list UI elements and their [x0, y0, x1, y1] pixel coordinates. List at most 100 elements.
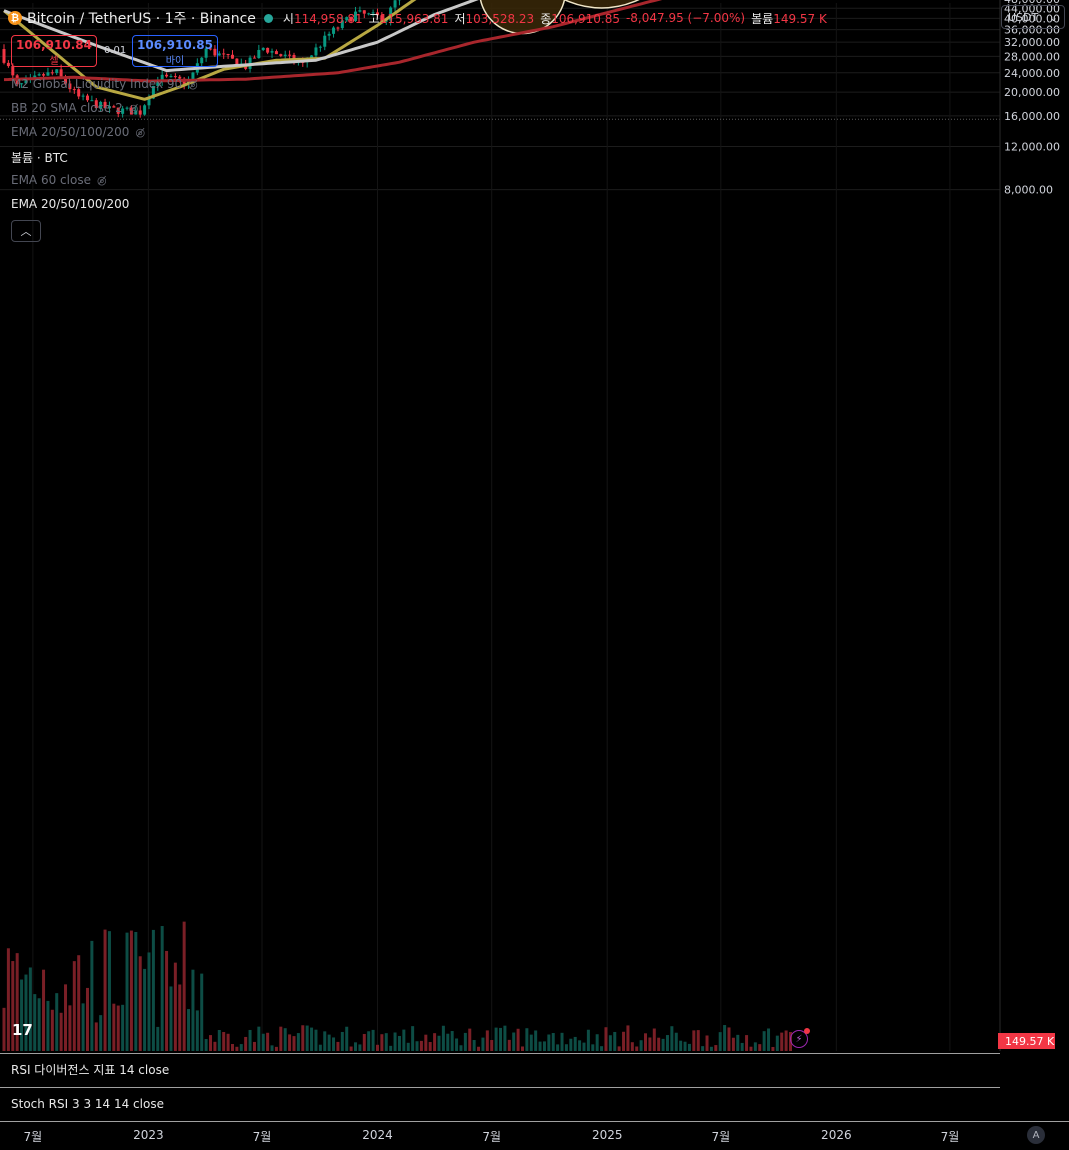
candle [173, 73, 177, 79]
indicator-legend-item[interactable]: 볼륨 · BTC [11, 149, 68, 166]
volume-bar [270, 1045, 274, 1051]
currency-select[interactable]: USDT ⌄ [1001, 5, 1065, 29]
volume-bar [499, 1027, 503, 1051]
candle [257, 44, 261, 59]
volume-bar [661, 1038, 665, 1051]
symbol-header: ₿ Bitcoin / TetherUS · 1주 · Binance 시114… [8, 6, 833, 30]
time-tick-label: 2025 [591, 1128, 623, 1142]
ema-line [3, 0, 663, 83]
volume-bar [187, 1009, 191, 1051]
volume-bar [371, 1029, 375, 1051]
volume-bar [121, 1004, 125, 1051]
volume-bar [248, 1029, 252, 1051]
volume-bar [68, 1005, 72, 1051]
annotation-circle[interactable] [515, 0, 689, 9]
eye-hidden-icon[interactable]: ◎̸ [188, 77, 198, 91]
volume-bar [644, 1033, 648, 1051]
volume-bar [94, 1022, 98, 1051]
volume-bar [178, 984, 182, 1051]
volume-bar [314, 1029, 318, 1051]
volume-bar [42, 969, 46, 1051]
candle [169, 74, 173, 78]
volume-bar [687, 1043, 691, 1051]
eye-hidden-icon[interactable]: ◎̸ [135, 125, 146, 139]
volume-bar [472, 1039, 476, 1051]
indicator-legend-item[interactable]: EMA 60 close ◎̸ [11, 173, 107, 187]
lightning-icon[interactable]: ⚡ [790, 1028, 810, 1048]
volume-bar [59, 1012, 63, 1051]
volume-bar [200, 973, 204, 1051]
volume-bar [406, 1042, 410, 1051]
time-tick-label: 7월 [940, 1130, 960, 1144]
time-tick-label: 2024 [362, 1128, 393, 1142]
indicator-legend-item[interactable]: M2 Global Liquidity Index 90 ◎̸ [11, 77, 198, 91]
volume-bar [288, 1034, 292, 1051]
volume-bar [428, 1042, 432, 1051]
volume-bar [301, 1025, 305, 1051]
annotation-circles [479, 0, 689, 35]
candle [121, 105, 125, 118]
candle [340, 16, 344, 30]
volume-bar [204, 1039, 208, 1051]
time-axis[interactable]: 7월 2023 7월 2024 7월 2025 7월 2026 7월 A [0, 1121, 1069, 1150]
candle [112, 104, 116, 108]
candle [266, 47, 270, 55]
volume-bar [538, 1041, 542, 1051]
buy-button[interactable]: 106,910.85 바이 [132, 35, 218, 67]
volume-bar [336, 1041, 340, 1051]
volume-bar [780, 1032, 784, 1051]
indicator-legend-item[interactable]: BB 20 SMA close 2 ◎̸ [11, 101, 138, 115]
volume-bar [784, 1030, 788, 1051]
volume-bar [762, 1031, 766, 1051]
volume-bar [358, 1044, 362, 1051]
volume-bar [151, 929, 155, 1051]
candle [156, 76, 160, 91]
volume-bar [2, 1007, 6, 1051]
price-tick-label: 28,000.00 [1004, 50, 1060, 63]
volume-bar [463, 1032, 467, 1051]
volume-bar [33, 994, 37, 1051]
sell-button[interactable]: 106,910.84 셀 [11, 35, 97, 67]
candle [77, 86, 81, 100]
volume-bar [11, 961, 15, 1051]
candle [94, 98, 98, 109]
volume-bar [173, 962, 177, 1051]
volume-bar [512, 1032, 516, 1051]
volume-bar [138, 956, 142, 1051]
ema-lines [3, 0, 663, 101]
candle [6, 60, 10, 68]
symbol-title[interactable]: Bitcoin / TetherUS · 1주 · Binance [27, 11, 256, 27]
auto-scale-button[interactable]: A [1027, 1126, 1045, 1144]
volume-bar [648, 1037, 652, 1051]
candle [222, 48, 226, 59]
eye-hidden-icon[interactable]: ◎̸ [96, 173, 107, 187]
volume-bar [534, 1030, 538, 1051]
rsi-pane[interactable]: RSI 다이버전스 지표 14 close [0, 1053, 1000, 1085]
stoch-rsi-pane[interactable]: Stoch RSI 3 3 14 14 close [0, 1087, 1000, 1119]
candle [261, 47, 265, 52]
candle [274, 49, 278, 55]
volume-bar [753, 1042, 757, 1051]
volume-bar [327, 1034, 331, 1051]
collapse-legend-button[interactable]: ︿ [11, 220, 41, 242]
volume-bar [305, 1025, 309, 1051]
volume-bar [77, 955, 81, 1051]
eye-hidden-icon[interactable]: ◎̸ [128, 101, 139, 115]
candle [99, 100, 103, 112]
volume-bar [165, 950, 169, 1051]
volume-bar [354, 1042, 358, 1051]
volume-bar [639, 1040, 643, 1051]
volume-bar [226, 1033, 230, 1051]
indicator-legend-item[interactable]: EMA 20/50/100/200 [11, 197, 129, 211]
volume-bar [191, 969, 195, 1051]
volume-bar [375, 1044, 379, 1051]
volume-bar [692, 1030, 696, 1051]
volume-bar [775, 1035, 779, 1051]
ohlc-close: 종106,910.85 [540, 11, 620, 26]
volume-bar [771, 1046, 775, 1051]
candle [217, 51, 221, 56]
volume-bar [560, 1032, 564, 1051]
indicator-legend-item[interactable]: EMA 20/50/100/200 ◎̸ [11, 125, 145, 139]
volume-bar [15, 953, 19, 1051]
